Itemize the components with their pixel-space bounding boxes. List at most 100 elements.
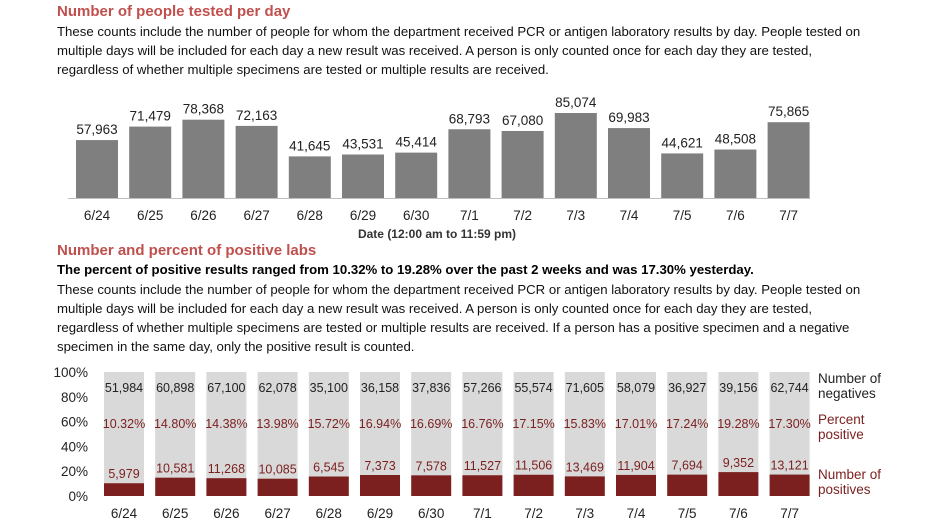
percent-positive-label: 17.24%: [666, 417, 708, 431]
negatives-bar: [667, 372, 708, 475]
bar: [182, 119, 225, 198]
positive-labs-chart: 0% 20% 40% 60% 80% 100% 51,984 10.32% 5,979 6/24 6…: [53, 365, 810, 521]
negatives-label: 57,266: [463, 381, 501, 395]
bar: [767, 122, 810, 198]
positives-bar: [411, 475, 452, 496]
positives-label: 10,581: [156, 462, 194, 476]
y-tick-label: 20%: [61, 464, 88, 479]
negatives-bar: [257, 372, 298, 479]
data-label: 68,793: [449, 111, 490, 126]
x-tick-label: 6/27: [243, 208, 269, 223]
x-tick-label: 7/1: [473, 506, 492, 521]
percent-positive-label: 15.72%: [308, 417, 350, 431]
negatives-bar: [411, 372, 452, 476]
x-tick-label: 7/6: [729, 506, 748, 521]
negatives-bar: [104, 372, 144, 484]
negatives-bar: [616, 372, 656, 475]
x-tick-label: 6/29: [350, 208, 376, 223]
negatives-bar: [360, 372, 400, 475]
x-tick-label: 7/7: [780, 506, 799, 521]
percent-positive-label: 16.76%: [461, 417, 503, 431]
x-tick-label: 7/2: [524, 506, 543, 521]
data-label: 45,414: [396, 135, 438, 150]
legend-positives: Number of positives: [818, 467, 882, 497]
negatives-label: 36,927: [668, 381, 706, 395]
positives-bar: [667, 474, 708, 496]
negatives-bar: [769, 372, 810, 475]
positives-label: 6,545: [313, 461, 344, 475]
x-tick-label: 6/28: [316, 506, 342, 521]
negatives-label: 60,898: [156, 381, 194, 395]
negatives-bar: [513, 372, 554, 475]
positives-label: 5,979: [108, 467, 139, 481]
x-tick-label: 6/26: [213, 506, 239, 521]
data-label: 57,963: [76, 122, 117, 137]
chart2-summary: The percent of positive results ranged f…: [57, 262, 754, 277]
percent-positive-label: 13.98%: [256, 417, 298, 431]
negatives-bar: [155, 372, 196, 478]
data-label: 43,531: [342, 137, 383, 152]
x-axis-title: Date (12:00 am to 11:59 pm): [358, 227, 516, 241]
percent-positive-label: 15.83%: [564, 417, 606, 431]
bar: [235, 125, 278, 198]
bar: [129, 126, 172, 198]
bar: [608, 128, 650, 198]
negatives-label: 39,156: [719, 381, 757, 395]
x-tick-label: 7/2: [513, 208, 532, 223]
chart2-title: Number and percent of positive labs: [57, 242, 317, 259]
positives-bar: [257, 478, 298, 496]
data-label: 48,508: [715, 132, 756, 147]
x-tick-label: 7/3: [566, 208, 585, 223]
data-label: 71,479: [130, 109, 171, 124]
x-tick-label: 6/26: [190, 208, 216, 223]
x-tick-label: 6/27: [264, 506, 290, 521]
y-tick-label: 0%: [68, 489, 88, 504]
x-tick-label: 7/4: [620, 208, 639, 223]
bar: [661, 153, 704, 198]
x-tick-label: 6/28: [297, 208, 323, 223]
negatives-label: 51,984: [105, 381, 143, 395]
negatives-bar: [564, 372, 605, 477]
x-tick-label: 7/7: [779, 208, 798, 223]
bar: [714, 149, 757, 198]
positives-label: 11,268: [208, 462, 245, 476]
negatives-label: 37,836: [412, 381, 450, 395]
percent-positive-label: 10.32%: [103, 417, 145, 431]
x-tick-label: 6/25: [162, 506, 188, 521]
data-label: 69,983: [608, 110, 649, 125]
negatives-bar: [462, 372, 503, 476]
positives-bar: [155, 477, 196, 496]
negatives-label: 58,079: [617, 381, 655, 395]
negatives-label: 71,605: [566, 381, 604, 395]
y-tick-label: 80%: [61, 390, 88, 405]
chart1-title: Number of people tested per day: [57, 3, 291, 20]
legend-negatives: Number of negatives: [818, 371, 882, 401]
x-tick-label: 7/5: [673, 208, 692, 223]
negatives-bar: [718, 372, 759, 473]
positives-label: 7,578: [416, 459, 447, 473]
data-label: 41,645: [289, 138, 330, 153]
data-label: 78,368: [183, 102, 224, 117]
positives-bar: [308, 476, 349, 496]
x-tick-label: 7/1: [460, 208, 479, 223]
percent-positive-label: 16.69%: [410, 417, 452, 431]
y-tick-label: 40%: [61, 439, 88, 454]
bar: [448, 129, 491, 198]
x-tick-label: 6/29: [367, 506, 393, 521]
bar: [76, 140, 118, 198]
negatives-label: 35,100: [310, 381, 348, 395]
negatives-label: 55,574: [514, 381, 552, 395]
bar: [501, 130, 544, 198]
positives-label: 13,469: [566, 460, 604, 474]
x-tick-label: 6/30: [418, 506, 444, 521]
positives-label: 7,694: [672, 459, 703, 473]
negatives-label: 62,744: [770, 381, 808, 395]
negatives-bar: [308, 372, 349, 477]
tests-per-day-chart: 57,963 6/24 71,479 6/25 78,368 6/26 72,163 6/27…: [68, 95, 810, 241]
negatives-label: 67,100: [207, 381, 245, 395]
negatives-bar: [206, 372, 247, 479]
data-label: 72,163: [236, 108, 277, 123]
positives-label: 11,527: [464, 459, 501, 473]
legend-percent-positive: Percent positive: [818, 412, 865, 442]
y-tick-label: 100%: [53, 365, 88, 380]
